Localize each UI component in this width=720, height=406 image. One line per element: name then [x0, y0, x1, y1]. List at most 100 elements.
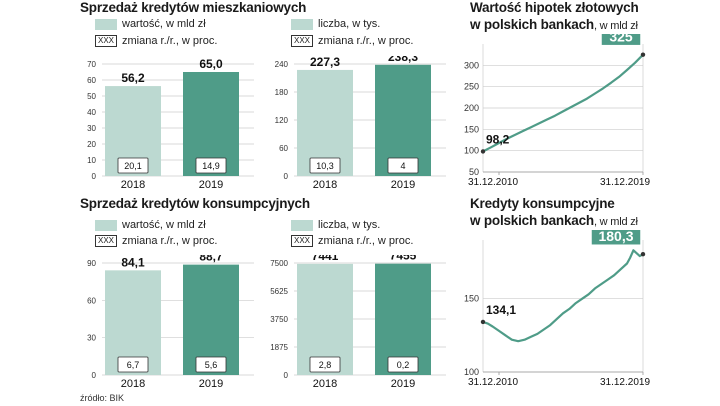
- legend-value-label: wartość, w mld zł: [122, 18, 206, 30]
- housing-value-chart: 0 10 20 30 40 50 60 70 56,2 20,1 2018 65,0 14,9 2019: [87, 57, 254, 190]
- bar-value-label: 84,1: [121, 255, 145, 269]
- y-tick-label: 40: [87, 108, 96, 117]
- legend-change: XXX zmiana r./r., w proc.: [95, 235, 217, 247]
- bar-2019: [375, 263, 431, 375]
- y-tick-label: 90: [87, 259, 96, 268]
- y-tick-label: 70: [87, 60, 96, 69]
- end-value-badge: [590, 230, 642, 246]
- bar-value-label: 238,3: [388, 56, 418, 64]
- series-line: [482, 249, 644, 343]
- bar-value-label: 88,7: [199, 255, 223, 264]
- y-tick-label: 0: [92, 371, 97, 380]
- x-category-label: 2019: [391, 378, 415, 389]
- change-box: [309, 157, 341, 174]
- y-tick-label: 30: [87, 334, 96, 343]
- legend-count-swatch: [291, 18, 313, 30]
- change-box: [387, 356, 419, 373]
- legend-change-label: zmiana r./r., w proc.: [318, 35, 414, 47]
- bar-value-label: 7455: [390, 255, 417, 263]
- y-tick-label: 50: [87, 92, 96, 101]
- y-tick-label: 300: [464, 60, 479, 70]
- change-label: 5,6: [205, 360, 218, 370]
- y-tick-label: 0: [92, 172, 97, 181]
- mortgage-title-line2: w polskich bankach, w mld zł: [470, 17, 638, 32]
- y-tick-label: 20: [87, 140, 96, 149]
- consumer-value-chart: 0 30 60 90 84,1 6,7 2018 88,7 5,6 2019: [87, 255, 254, 389]
- consumer-line-title-text: w polskich bankach: [470, 213, 594, 228]
- x-tick-label: 31.12.2010: [468, 177, 518, 188]
- bar-value-label: 227,3: [310, 56, 340, 69]
- end-value-label: 325: [609, 34, 633, 45]
- change-label: 0,2: [397, 360, 410, 370]
- bar-2019: [375, 64, 431, 176]
- mortgage-title-text: w polskich bankach: [470, 17, 594, 32]
- legend-change-label: zmiana r./r., w proc.: [318, 235, 414, 247]
- y-tick-label: 200: [464, 103, 479, 113]
- change-box: [309, 356, 341, 373]
- consumer-line-title-line1: Kredyty konsumpcyjne: [470, 196, 615, 211]
- legend-change-label: zmiana r./r., w proc.: [122, 35, 218, 47]
- x-category-label: 2019: [199, 378, 223, 389]
- end-value-label: 180,3: [598, 230, 633, 244]
- y-tick-label: 100: [464, 367, 479, 377]
- legend-change-label: zmiana r./r., w proc.: [122, 235, 218, 247]
- change-label: 4: [400, 161, 405, 171]
- consumer-line-chart: 100 150 134,1 180,3 31.12.2010 31.12.2019: [464, 230, 650, 388]
- y-tick-label: 10: [87, 156, 96, 165]
- y-tick-label: 0: [284, 172, 289, 181]
- change-box: [387, 157, 419, 174]
- legend-count-swatch: [291, 219, 313, 231]
- y-tick-label: 3750: [270, 315, 288, 324]
- legend-count: liczba, w tys.: [291, 219, 380, 231]
- legend-value-label: wartość, w mld zł: [122, 219, 206, 231]
- legend-count-label: liczba, w tys.: [318, 18, 381, 30]
- bar-value-label: 7441: [312, 255, 339, 263]
- legend-value-swatch: [95, 219, 117, 231]
- change-box: [195, 356, 227, 373]
- legend-value: wartość, w mld zł: [95, 219, 206, 231]
- change-label: 20,1: [124, 161, 142, 171]
- legend-change: XXX zmiana r./r., w proc.: [95, 35, 217, 47]
- start-value-label: 134,1: [486, 303, 516, 317]
- mortgage-title-unit: , w mld zł: [593, 20, 638, 32]
- bar-2018: [297, 263, 353, 375]
- x-category-label: 2018: [121, 179, 145, 190]
- bar-value-label: 56,2: [121, 71, 145, 85]
- housing-count-chart: 0 60 120 180 240 227,3 10,3 2018 238,3 4 2019: [275, 56, 446, 190]
- change-label: 2,8: [319, 360, 332, 370]
- change-box: [117, 157, 149, 174]
- start-point: [480, 149, 486, 154]
- legend-change-2: XXX zmiana r./r., w proc.: [291, 35, 413, 47]
- consumer-line-title-line2: w polskich bankach, w mld zł: [470, 213, 638, 228]
- legend-change-box: XXX: [95, 235, 118, 247]
- housing-section-title: Sprzedaż kredytów mieszkaniowych: [80, 0, 307, 15]
- legend-count-label: liczba, w tys.: [318, 219, 381, 231]
- x-category-label: 2019: [199, 179, 223, 190]
- end-point: [640, 252, 646, 257]
- start-value-label: 98,2: [486, 132, 510, 146]
- y-tick-label: 60: [279, 144, 288, 153]
- y-tick-label: 7500: [270, 259, 288, 268]
- y-tick-label: 0: [284, 371, 289, 380]
- y-tick-label: 150: [464, 294, 479, 304]
- consumer-line-title-unit: , w mld zł: [593, 216, 638, 228]
- x-category-label: 2018: [313, 179, 337, 190]
- y-tick-label: 120: [275, 116, 289, 125]
- change-label: 14,9: [202, 161, 220, 171]
- x-tick-label: 31.12.2019: [600, 177, 650, 188]
- change-box: [195, 157, 227, 174]
- y-tick-label: 150: [464, 124, 479, 134]
- series-line: [482, 53, 644, 153]
- y-tick-label: 50: [469, 167, 479, 177]
- change-label: 10,3: [316, 161, 334, 171]
- y-tick-label: 60: [87, 76, 96, 85]
- consumer-count-chart: 0 1875 3750 5625 7500 7441 2,8 2018 7455 0,2 2019: [270, 255, 446, 389]
- legend-count: liczba, w tys.: [291, 18, 380, 30]
- legend-value: wartość, w mld zł: [95, 18, 206, 30]
- mortgage-title-line1: Wartość hipotek złotowych: [470, 0, 639, 15]
- y-tick-label: 5625: [270, 287, 288, 296]
- end-value-badge: [600, 34, 642, 47]
- y-tick-label: 180: [275, 88, 289, 97]
- x-category-label: 2019: [391, 179, 415, 190]
- source-note: źródło: BIK: [80, 393, 125, 403]
